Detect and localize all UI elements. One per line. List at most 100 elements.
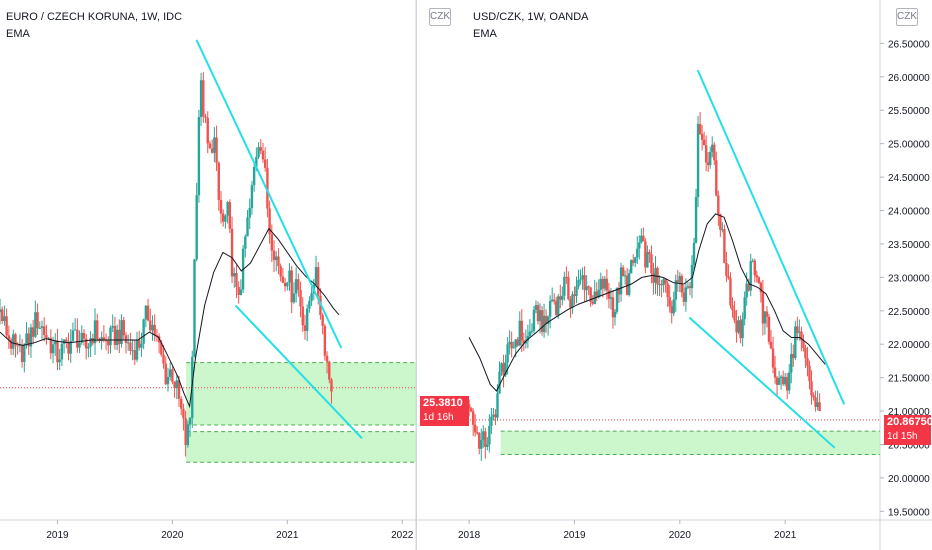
candle-up bbox=[250, 185, 254, 208]
candle-up bbox=[60, 343, 64, 360]
candle-down bbox=[162, 354, 165, 364]
candle-up bbox=[538, 310, 542, 322]
eurczk-chart-pane[interactable]: 28.000027.500027.000026.500026.000025.50… bbox=[0, 0, 416, 550]
candle-down bbox=[228, 202, 232, 229]
candle-down bbox=[739, 320, 742, 339]
candle-up bbox=[532, 309, 536, 331]
candle-down bbox=[771, 348, 775, 368]
candle-down bbox=[583, 275, 586, 291]
usdczk-chart-svg[interactable]: 26.50000 26.00000 25.50000 25.00000 24.50000… bbox=[417, 0, 932, 550]
candle-up bbox=[246, 217, 249, 237]
candle-up bbox=[69, 340, 72, 354]
candle-up bbox=[640, 235, 643, 243]
candle-down bbox=[210, 148, 214, 153]
candle-down bbox=[471, 411, 475, 425]
candle-down bbox=[467, 404, 471, 409]
candle-up bbox=[144, 305, 148, 320]
usdczk-chart-pane[interactable]: 26.50000 26.00000 25.50000 25.00000 24.50000… bbox=[417, 0, 932, 550]
eurczk-chart-title: EURO / CZECH KORUNA, 1W, IDC bbox=[6, 11, 183, 23]
candle-down bbox=[733, 310, 736, 321]
candle-down bbox=[5, 316, 8, 336]
candle-down bbox=[595, 291, 598, 298]
candle-up bbox=[275, 256, 278, 261]
candle-up bbox=[599, 278, 603, 290]
candle-up bbox=[690, 264, 694, 289]
candle-down bbox=[56, 340, 59, 363]
candle-down bbox=[757, 277, 761, 283]
eurczk-indicator-label[interactable]: EMA bbox=[6, 28, 30, 40]
candle-up bbox=[310, 293, 313, 301]
usdczk-indicator-label[interactable]: EMA bbox=[473, 28, 497, 40]
candle-down bbox=[328, 361, 331, 380]
candle-down bbox=[806, 358, 809, 366]
candle-up bbox=[3, 316, 6, 322]
candle-up bbox=[488, 425, 491, 445]
eurczk-countdown: 1d 16h bbox=[423, 412, 454, 423]
candle-down bbox=[607, 290, 611, 299]
candle-down bbox=[559, 296, 562, 300]
trendline bbox=[234, 304, 363, 440]
candle-down bbox=[237, 286, 240, 295]
candle-up bbox=[658, 284, 661, 286]
candle-down bbox=[666, 283, 669, 298]
candle-down bbox=[648, 252, 651, 255]
candle-down bbox=[812, 395, 815, 398]
candle-up bbox=[314, 267, 318, 285]
candle-up bbox=[482, 431, 485, 440]
candle-down bbox=[715, 160, 718, 196]
candle-down bbox=[31, 327, 35, 337]
trendline bbox=[688, 316, 836, 449]
candle-up bbox=[557, 296, 560, 315]
usdczk-currency-badge-axis[interactable]: CZK bbox=[896, 8, 918, 26]
candle-down bbox=[235, 273, 238, 287]
candle-up bbox=[530, 330, 534, 332]
candle-up bbox=[597, 289, 600, 298]
candle-down bbox=[177, 380, 181, 399]
candle-up bbox=[526, 335, 530, 341]
y-tick-label: 25.50000 bbox=[888, 106, 930, 117]
candle-up bbox=[581, 275, 584, 280]
eurczk-chart-svg[interactable]: 28.000027.500027.000026.500026.000025.50… bbox=[0, 0, 416, 550]
candle-down bbox=[206, 117, 209, 144]
y-tick-label: 20.00000 bbox=[888, 474, 930, 485]
candle-down bbox=[323, 325, 327, 356]
candle-down bbox=[118, 329, 121, 344]
candle-down bbox=[484, 431, 487, 447]
candle-down bbox=[704, 145, 708, 163]
x-tick-label: 2019 bbox=[563, 530, 586, 541]
candle-up bbox=[783, 377, 787, 385]
candle-down bbox=[473, 424, 477, 433]
pane-divider[interactable] bbox=[416, 0, 417, 550]
candle-down bbox=[802, 340, 805, 348]
candle-down bbox=[91, 338, 95, 344]
candle-down bbox=[540, 310, 544, 332]
candle-down bbox=[670, 306, 673, 314]
candle-up bbox=[542, 315, 546, 332]
candle-down bbox=[725, 262, 728, 277]
candle-down bbox=[775, 377, 779, 385]
candle-down bbox=[155, 335, 159, 337]
candle-down bbox=[160, 342, 163, 355]
candle-down bbox=[755, 275, 759, 278]
candle-down bbox=[281, 276, 285, 283]
eurczk-last-price: 25.3810 bbox=[423, 397, 463, 409]
candle-down bbox=[321, 315, 324, 326]
support-zone bbox=[500, 431, 880, 455]
candle-up bbox=[151, 324, 154, 331]
candle-up bbox=[575, 286, 578, 296]
candle-up bbox=[40, 326, 44, 328]
candle-up bbox=[120, 320, 123, 344]
candle-down bbox=[761, 292, 765, 324]
candle-up bbox=[199, 80, 203, 118]
candle-down bbox=[664, 279, 667, 284]
candle-down bbox=[290, 270, 293, 303]
candle-down bbox=[565, 276, 568, 278]
usdczk-countdown: 1d 15h bbox=[887, 431, 918, 442]
candle-down bbox=[469, 408, 473, 412]
candle-up bbox=[486, 444, 489, 447]
candle-down bbox=[268, 208, 271, 235]
candle-up bbox=[226, 202, 229, 216]
candle-down bbox=[133, 350, 137, 360]
eurczk-currency-badge-axis[interactable]: CZK bbox=[429, 8, 451, 26]
ema-line bbox=[468, 213, 826, 392]
